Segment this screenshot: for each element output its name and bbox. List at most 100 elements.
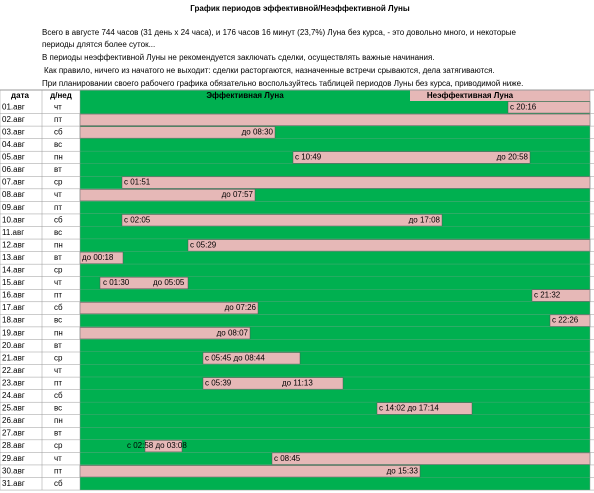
day-cell: пт — [54, 291, 62, 300]
time-label: до 08:07 — [217, 328, 249, 337]
date-cell: 06.авг — [2, 165, 25, 174]
ineffective-bar — [202, 352, 301, 365]
date-cell: 04.авг — [2, 140, 25, 149]
day-cell: чт — [54, 278, 62, 287]
date-cell: 17.авг — [2, 303, 25, 312]
day-cell: пн — [54, 328, 63, 337]
date-cell: 26.авг — [2, 416, 25, 425]
day-cell: ср — [54, 178, 63, 187]
time-label: до 00:18 — [82, 253, 114, 262]
day-cell: пт — [54, 203, 62, 212]
date-cell: 03.авг — [2, 127, 25, 136]
time-label: с 01:51 — [124, 178, 151, 187]
day-cell: вт — [54, 429, 62, 438]
day-cell: вт — [54, 341, 62, 350]
day-cell: сб — [54, 479, 63, 488]
day-cell: сб — [54, 303, 63, 312]
time-label: с 14:02 до 17:14 — [379, 404, 439, 413]
header-cell: дата — [11, 91, 29, 100]
time-label: с 21:32 — [534, 291, 561, 300]
effective-bar — [80, 439, 590, 453]
date-cell: 27.авг — [2, 429, 25, 438]
ineffective-bar — [99, 276, 189, 290]
header-cell: Неэффективная Луна — [427, 91, 514, 100]
date-cell: 07.авг — [2, 178, 25, 187]
date-cell: 02.авг — [2, 115, 25, 124]
day-cell: пн — [54, 153, 63, 162]
date-cell: 16.авг — [2, 291, 25, 300]
date-cell: 08.авг — [2, 190, 25, 199]
time-label: с 05:45 до 08:44 — [205, 353, 265, 362]
header-effective — [80, 90, 410, 101]
ineffective-bar — [271, 452, 591, 465]
date-cell: 31.авг — [2, 479, 25, 488]
date-cell: 19.авг — [2, 328, 25, 337]
effective-bar — [80, 163, 590, 177]
date-cell: 01.авг — [2, 102, 25, 111]
day-cell: вт — [54, 165, 62, 174]
effective-bar — [80, 226, 590, 240]
effective-bar — [80, 339, 590, 352]
header-cell: Эффективная Луна — [206, 91, 284, 100]
date-cell: 18.авг — [2, 316, 25, 325]
effective-bar — [80, 201, 590, 214]
day-cell: пт — [54, 115, 62, 124]
day-cell: чт — [54, 454, 62, 463]
date-cell: 25.авг — [2, 404, 25, 413]
header-ineffective — [410, 90, 590, 101]
effective-bar — [80, 276, 590, 290]
time-label: до 07:57 — [222, 190, 254, 199]
time-label: до 15:33 — [387, 466, 419, 475]
effective-bar — [80, 414, 590, 428]
ineffective-bar — [144, 440, 183, 453]
note: При планировании своего рабочего графика… — [42, 79, 523, 88]
day-cell: ср — [54, 266, 63, 275]
effective-bar — [80, 402, 590, 415]
time-label: с 01:30 — [103, 278, 130, 287]
time-label: до 08:30 — [242, 127, 274, 136]
ineffective-bar — [121, 214, 443, 227]
date-cell: 29.авг — [2, 454, 25, 463]
day-cell: чт — [54, 190, 62, 199]
ineffective-bar — [121, 176, 591, 189]
date-cell: 14.авг — [2, 266, 25, 275]
day-cell: вс — [54, 228, 62, 237]
ineffective-bar — [79, 465, 421, 478]
effective-bar — [80, 427, 590, 440]
note: Как правило, ничего из начатого не выход… — [44, 66, 495, 75]
date-cell: 12.авг — [2, 240, 25, 249]
effective-bar — [80, 364, 590, 378]
day-cell: вс — [54, 316, 62, 325]
time-label: с 22:26 — [552, 316, 579, 325]
day-cell: пн — [54, 240, 63, 249]
day-cell: пт — [54, 466, 62, 475]
day-cell: ср — [54, 441, 63, 450]
day-cell: вс — [54, 140, 62, 149]
day-cell: пн — [54, 416, 63, 425]
date-cell: 28.авг — [2, 441, 25, 450]
day-cell: сб — [54, 127, 63, 136]
time-label: до 07:26 — [225, 303, 257, 312]
title: График периодов эффективной/Неэффективно… — [190, 4, 410, 13]
time-label: с 02:58 до 03:08 — [127, 441, 187, 450]
day-cell: чт — [54, 102, 62, 111]
date-cell: 24.авг — [2, 391, 25, 400]
time-label: с 05:29 — [190, 240, 217, 249]
day-cell: сб — [54, 215, 63, 224]
time-label: с 10:49 — [295, 153, 322, 162]
ineffective-bar — [292, 151, 531, 164]
time-label: с 02:05 — [124, 215, 151, 224]
time-label: до 05:05 — [153, 278, 185, 287]
effective-bar — [80, 314, 590, 327]
day-cell: вс — [54, 404, 62, 413]
effective-bar — [80, 389, 590, 403]
effective-bar — [80, 289, 590, 302]
note: Всего в августе 744 часов (31 день х 24 … — [42, 28, 516, 37]
date-cell: 05.авг — [2, 153, 25, 162]
ineffective-bar — [79, 113, 591, 126]
day-cell: ср — [54, 353, 63, 362]
time-label: до 17:08 — [409, 215, 441, 224]
note: В периоды неэффективной Луны не рекоменд… — [42, 53, 435, 62]
date-cell: 09.авг — [2, 203, 25, 212]
